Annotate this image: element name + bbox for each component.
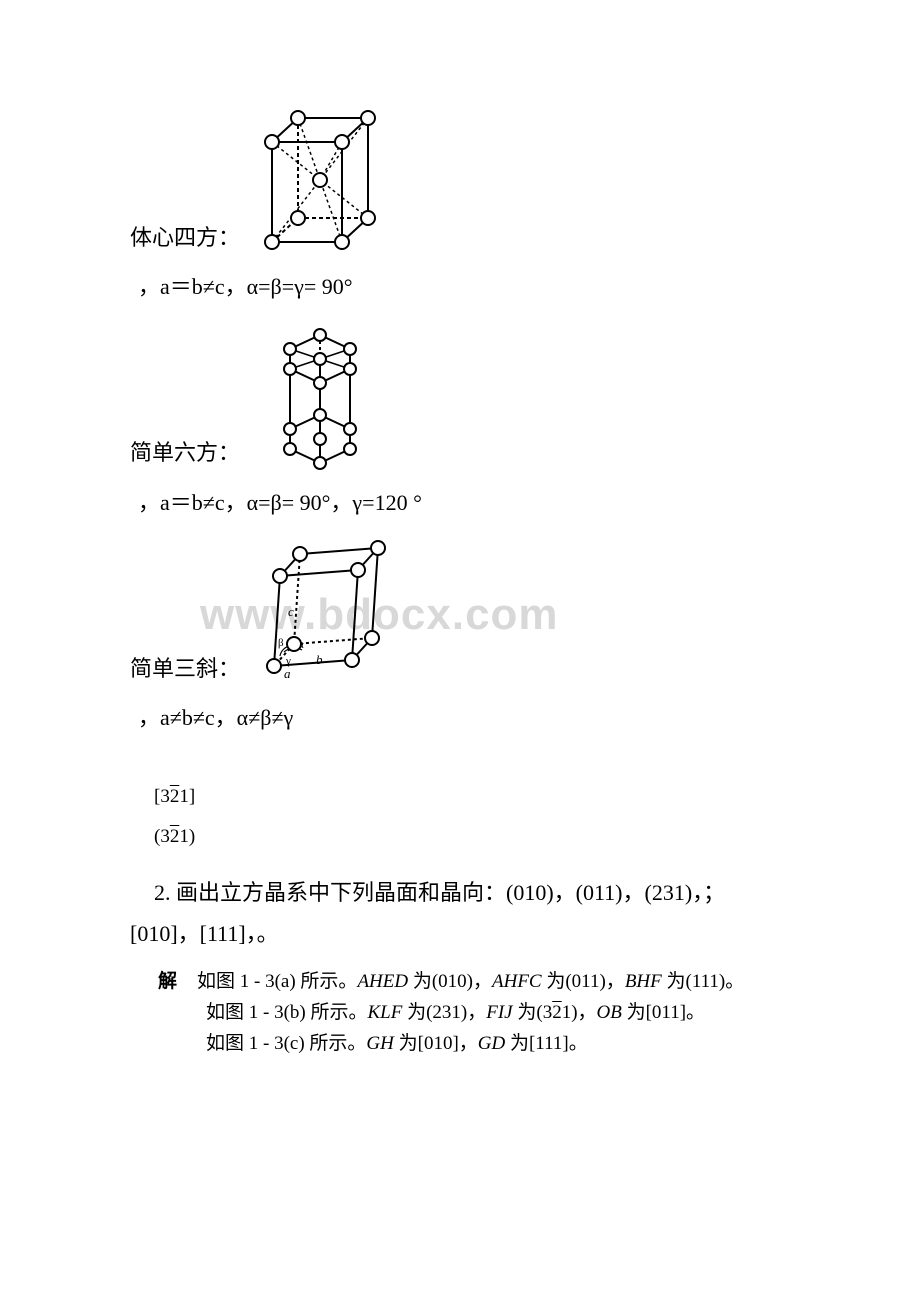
answer-3: 如图 1 - 3(c) 所示。GH 为[010]，GD 为[111]。 [206, 1028, 588, 1055]
lattice2-params: ，a＝b≠c，α=β= 90°，γ=120 ° [138, 483, 790, 523]
lattice1-params: ，a＝b≠c，α=β=γ= 90° [138, 267, 790, 307]
answer-row-2: 如图 1 - 3(b) 所示。KLF 为(231)，FIJ 为(321)，OB … [206, 997, 790, 1024]
svg-text:c: c [288, 604, 294, 619]
solve-label: 解 [158, 966, 177, 993]
answer-row-1: 解 如图 1 - 3(a) 所示。AHED 为(010)，AHFC 为(011)… [158, 966, 790, 993]
answer-block: 解 如图 1 - 3(a) 所示。AHED 为(010)，AHFC 为(011)… [158, 966, 790, 1055]
lattice-row-3: 简单三斜： a b c [130, 536, 790, 686]
answer-1: 如图 1 - 3(a) 所示。AHED 为(010)，AHFC 为(011)，B… [197, 966, 744, 993]
lattice-row-2: 简单六方： [130, 321, 790, 471]
page-content: 体心四方： [130, 100, 790, 1055]
lattice3-params: ，a≠b≠c，α≠β≠γ [138, 698, 790, 738]
miller-notation-1: [321] [154, 782, 790, 812]
answer-2: 如图 1 - 3(b) 所示。KLF 为(231)，FIJ 为(321)，OB … [206, 997, 705, 1024]
svg-text:β: β [278, 637, 284, 649]
answer-row-3: 如图 1 - 3(c) 所示。GH 为[010]，GD 为[111]。 [206, 1028, 790, 1055]
lattice3-diagram: a b c α β γ [260, 536, 400, 686]
lattice1-diagram [260, 100, 380, 255]
svg-text:a: a [284, 666, 291, 681]
q2-line2: [010]，[111]，。 [130, 914, 790, 954]
q2-line1: 2. 画出立方晶系中下列晶面和晶向：(010)，(011)，(231)，； [154, 873, 790, 913]
svg-text:b: b [316, 652, 323, 667]
svg-text:γ: γ [285, 655, 291, 667]
lattice1-label: 体心四方： [130, 220, 240, 255]
lattice-row-1: 体心四方： [130, 100, 790, 255]
lattice3-label: 简单三斜： [130, 651, 240, 686]
lattice2-diagram [260, 321, 380, 471]
lattice2-label: 简单六方： [130, 435, 240, 470]
miller-notation-2: (321) [154, 822, 790, 852]
